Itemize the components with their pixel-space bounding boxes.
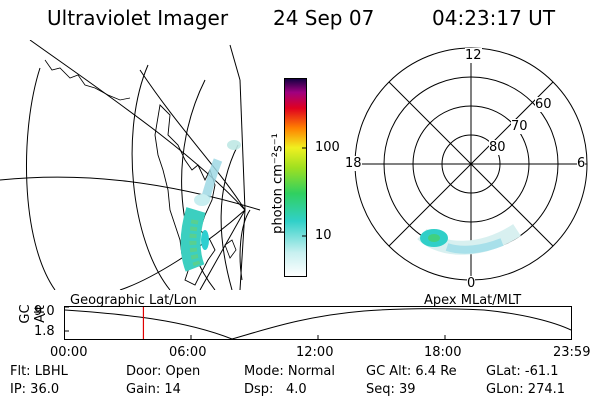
polar-mlt-plot xyxy=(354,47,588,281)
polar-lat-60: 60 xyxy=(535,97,552,112)
geographic-map xyxy=(0,40,261,290)
timeline-left-label: Geographic Lat/Lon xyxy=(70,293,197,308)
status-mode: Mode: Normal xyxy=(244,364,335,379)
time-label: 04:23:17 UT xyxy=(432,6,556,30)
timeline-ytick-high: 9.0 xyxy=(34,304,55,319)
status-filter: Flt: LBHL xyxy=(10,364,68,379)
polar-hour-0: 0 xyxy=(467,276,476,291)
status-door: Door: Open xyxy=(126,364,201,379)
status-ip: IP: 36.0 xyxy=(10,382,60,397)
colorbar-tick-10: 10 xyxy=(315,228,332,243)
polar-lat-70: 70 xyxy=(511,119,528,134)
polar-auroral-oval xyxy=(417,224,521,255)
timeline-xtick-1200: 12:00 xyxy=(296,345,334,360)
status-glon: GLon: 274.1 xyxy=(486,382,566,397)
timeline-right-label: Apex MLat/MLT xyxy=(424,293,522,308)
timeline-xtick-2359: 23:59 xyxy=(553,345,591,360)
polar-hour-12: 12 xyxy=(465,48,482,63)
timeline-xtick-0600: 06:00 xyxy=(169,345,207,360)
status-dsp-value: 4.0 xyxy=(286,382,307,397)
timeline-ytick-low: 1.8 xyxy=(34,324,55,339)
intensity-colorbar xyxy=(284,78,307,277)
colorbar-unit-label: photon cm⁻²s⁻¹ xyxy=(270,133,286,234)
status-gc-alt: GC Alt: 6.4 Re xyxy=(366,364,457,379)
altitude-timeline xyxy=(64,306,572,340)
instrument-title: Ultraviolet Imager xyxy=(47,6,229,30)
status-dsp-label: Dsp: xyxy=(244,382,274,397)
polar-hour-18: 18 xyxy=(345,156,362,171)
timeline-xtick-0000: 00:00 xyxy=(50,345,88,360)
status-gain: Gain: 14 xyxy=(126,382,181,397)
polar-hour-6: 6 xyxy=(577,156,586,171)
status-seq: Seq: 39 xyxy=(366,382,416,397)
timeline-xtick-1800: 18:00 xyxy=(424,345,462,360)
polar-lat-80: 80 xyxy=(489,140,506,155)
status-glat: GLat: -61.1 xyxy=(486,364,559,379)
map-auroral-emission xyxy=(180,140,241,272)
date-label: 24 Sep 07 xyxy=(273,6,375,30)
colorbar-tick-100: 100 xyxy=(315,140,340,155)
